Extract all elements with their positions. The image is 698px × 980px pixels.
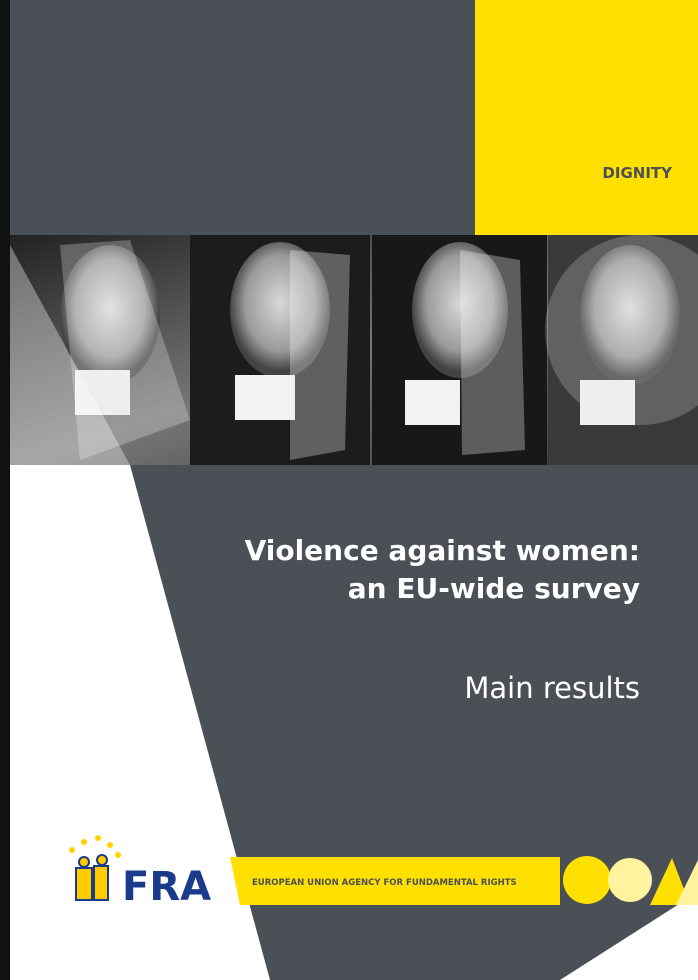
photo-overlay: [10, 245, 130, 465]
photo-4: [545, 235, 698, 465]
yellow-block: [475, 0, 698, 235]
white-corner: [560, 892, 698, 980]
photo-1: [60, 240, 190, 460]
logo-acronym: FRA: [122, 864, 211, 910]
theme: DIGNITY: [602, 164, 673, 182]
logo-shapes: [563, 856, 698, 905]
photo-3: [372, 235, 547, 465]
logo-band: [230, 857, 560, 905]
photo-strip: [10, 235, 698, 465]
photo-2: [190, 235, 370, 465]
logo: FRA EUROPEAN UNION AGENCY FOR FUNDAMENTA…: [69, 835, 698, 910]
left-edge: [0, 0, 10, 980]
subtitle: Main results: [464, 671, 640, 705]
logo-figures: [75, 854, 109, 901]
title-line-1: Violence against women:: [245, 534, 640, 567]
title-line-2: an EU-wide survey: [348, 572, 640, 605]
logo-agency: EUROPEAN UNION AGENCY FOR FUNDAMENTAL RI…: [252, 878, 517, 888]
logo-stars: [69, 835, 121, 858]
